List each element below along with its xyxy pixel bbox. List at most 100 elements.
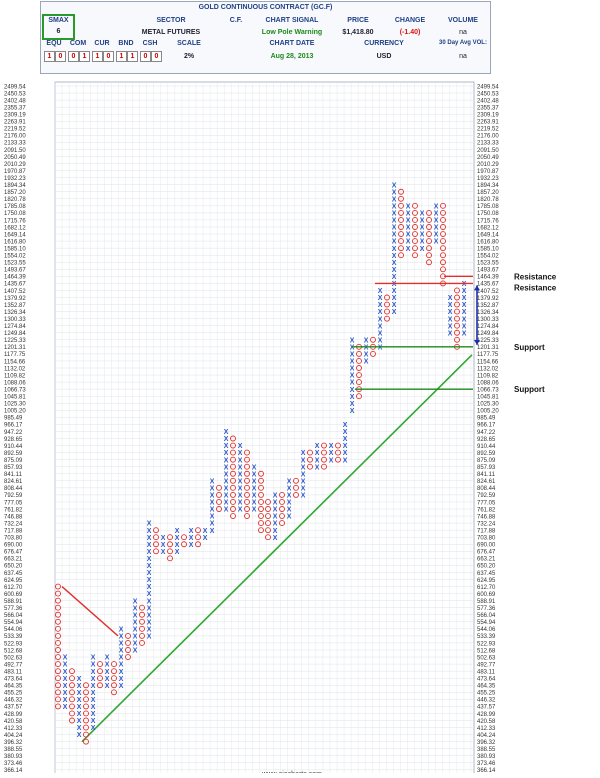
o-mark — [230, 484, 236, 491]
x-mark: X — [147, 549, 152, 556]
o-mark — [55, 661, 61, 668]
y-tick-right: 1616.80 — [477, 239, 499, 245]
x-mark: X — [392, 309, 397, 316]
o-mark — [398, 216, 404, 223]
o-mark — [321, 442, 327, 449]
x-mark: X — [406, 239, 411, 246]
x-mark: X — [406, 225, 411, 232]
x-mark: X — [448, 316, 453, 323]
x-mark: X — [378, 323, 383, 330]
y-tick-right: 2450.53 — [477, 91, 499, 97]
x-mark: X — [315, 457, 320, 464]
x-mark: X — [462, 295, 467, 302]
x-mark: X — [224, 457, 229, 464]
y-tick-right: 1554.02 — [477, 254, 499, 260]
o-mark — [195, 541, 201, 548]
y-tick-left: 2176.00 — [4, 134, 26, 140]
x-mark: X — [105, 683, 110, 690]
x-mark: X — [210, 493, 215, 500]
o-mark — [167, 555, 173, 562]
y-tick-left: 388.55 — [4, 747, 23, 753]
o-mark — [258, 477, 264, 484]
o-mark — [139, 625, 145, 632]
x-mark: X — [147, 584, 152, 591]
support-label: Support — [514, 343, 545, 352]
x-mark: X — [420, 218, 425, 225]
range-arrow-down — [474, 339, 480, 345]
x-mark: X — [301, 457, 306, 464]
o-mark — [384, 315, 390, 322]
x-mark: X — [273, 500, 278, 507]
x-mark: X — [210, 514, 215, 521]
x-mark: X — [210, 500, 215, 507]
o-mark — [321, 463, 327, 470]
y-tick-right: 1435.67 — [477, 282, 499, 288]
y-tick-right: 420.58 — [477, 719, 496, 725]
o-mark — [307, 449, 313, 456]
y-tick-left: 1109.82 — [4, 373, 26, 379]
o-mark — [398, 209, 404, 216]
o-mark — [97, 675, 103, 682]
cf-label: C.F. — [229, 17, 243, 24]
flag-label-cur: CUR — [94, 40, 110, 47]
o-mark — [83, 731, 89, 738]
o-mark — [258, 506, 264, 512]
y-tick-left: 2355.37 — [4, 105, 26, 111]
o-mark — [244, 477, 250, 484]
y-tick-left: 676.47 — [4, 550, 23, 556]
x-mark: X — [252, 464, 257, 471]
flag-value-equ: 1 — [44, 51, 55, 62]
x-mark: X — [329, 457, 334, 464]
x-mark: X — [434, 211, 439, 218]
x-mark: X — [406, 203, 411, 210]
x-mark: X — [91, 669, 96, 676]
y-tick-left: 1154.66 — [4, 359, 26, 365]
y-tick-left: 777.05 — [4, 500, 23, 506]
x-mark: X — [378, 302, 383, 309]
y-tick-left: 1066.73 — [4, 387, 26, 393]
x-mark: X — [91, 704, 96, 711]
price-value: $1,418.80 — [342, 29, 374, 36]
x-mark: X — [350, 352, 355, 359]
o-mark — [139, 632, 145, 639]
x-mark: X — [392, 267, 397, 274]
o-mark — [55, 703, 61, 710]
o-mark — [139, 604, 145, 611]
y-tick-left: 455.25 — [4, 691, 23, 697]
y-tick-right: 650.20 — [477, 564, 496, 570]
avg-vol-value: na — [459, 53, 467, 60]
o-mark — [167, 548, 173, 555]
x-mark: X — [119, 676, 124, 683]
y-tick-left: 464.35 — [4, 684, 23, 690]
o-mark — [195, 527, 201, 534]
x-mark: X — [252, 507, 257, 514]
o-mark — [265, 499, 271, 505]
o-mark — [230, 477, 236, 484]
o-mark — [258, 520, 264, 527]
y-tick-right: 366.14 — [477, 768, 496, 773]
y-tick-left: 985.49 — [4, 416, 23, 422]
o-mark — [69, 696, 75, 703]
x-mark: X — [161, 549, 166, 556]
o-mark — [412, 209, 418, 216]
y-tick-right: 1379.92 — [477, 296, 499, 302]
x-mark: X — [420, 246, 425, 253]
o-mark — [454, 322, 460, 329]
o-mark — [398, 252, 404, 259]
x-mark: X — [91, 718, 96, 725]
o-mark — [440, 259, 446, 266]
y-tick-right: 1932.23 — [477, 176, 499, 182]
o-mark — [195, 534, 201, 541]
o-mark — [69, 717, 75, 724]
x-mark: X — [224, 471, 229, 478]
o-mark — [279, 513, 285, 519]
y-tick-left: 1088.06 — [4, 380, 26, 386]
y-tick-left: 1785.08 — [4, 204, 26, 210]
x-mark: X — [119, 662, 124, 669]
x-mark: X — [203, 528, 208, 535]
flag-label-com: COM — [69, 40, 87, 47]
y-tick-left: 2309.19 — [4, 113, 26, 119]
x-mark: X — [238, 478, 243, 485]
x-mark: X — [175, 549, 180, 556]
